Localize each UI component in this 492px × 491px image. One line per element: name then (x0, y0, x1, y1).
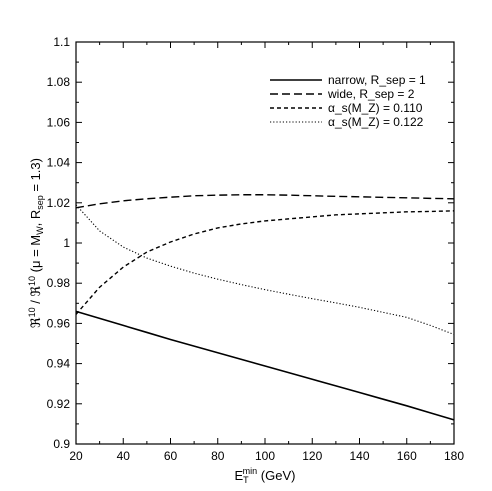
x-tick-label: 40 (117, 449, 131, 463)
x-tick-label: 20 (69, 449, 83, 463)
series-lines (75, 194, 455, 421)
x-tick-label: 100 (255, 449, 275, 463)
x-tick-label: 140 (349, 449, 369, 463)
y-tick-label: 0.98 (47, 276, 71, 290)
y-tick-label: 0.94 (47, 357, 71, 371)
series-line-1 (75, 310, 455, 421)
x-tick-label: 60 (164, 449, 178, 463)
x-tick-label: 160 (397, 449, 417, 463)
x-tick-label: 180 (444, 449, 464, 463)
x-tick-label: 120 (302, 449, 322, 463)
tick-labels: 20 40 60 80 100 120 140 160 180 0.9 0.92 0.94 0.96 0.… (47, 35, 465, 463)
x-tick-label: 80 (211, 449, 225, 463)
legend-label-3: α_s(M_Z) = 0.110 (328, 101, 423, 115)
ticks (75, 41, 455, 445)
y-tick-label: 1.02 (47, 196, 71, 210)
y-axis-label: ℜ10 / ℜ10 (μ = MW, Rsep = 1.3) (27, 158, 45, 328)
legend-label-1: narrow, R_sep = 1 (328, 73, 426, 87)
series-line-3 (75, 210, 455, 315)
y-tick-label: 1.08 (47, 75, 71, 89)
y-tick-label: 0.92 (47, 397, 71, 411)
y-tick-label: 1.06 (47, 115, 71, 129)
series-line-4 (75, 204, 455, 335)
y-tick-label: 1.1 (53, 35, 70, 49)
y-tick-label: 1.04 (47, 156, 71, 170)
series-line-2 (75, 194, 455, 209)
y-tick-label: 1 (63, 236, 70, 250)
y-tick-label: 0.9 (53, 437, 70, 451)
y-tick-label: 0.96 (47, 316, 71, 330)
legend-label-4: α_s(M_Z) = 0.122 (328, 115, 424, 129)
x-axis-label: ETmin (GeV) (235, 466, 296, 485)
legend-label-2: wide, R_sep = 2 (327, 87, 415, 101)
